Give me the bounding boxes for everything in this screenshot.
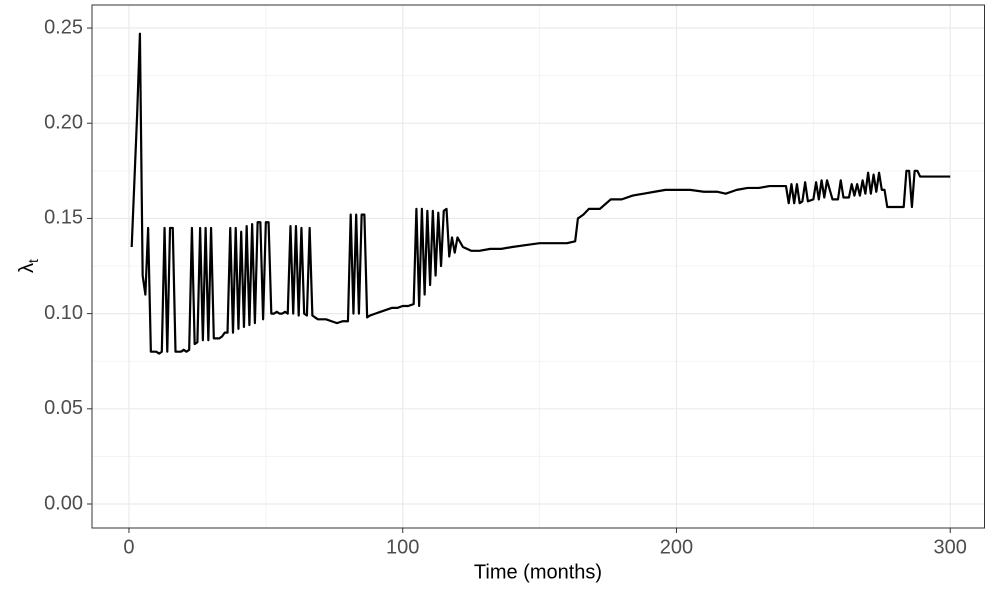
x-tick-label: 100 <box>386 536 419 558</box>
y-tick-label: 0.15 <box>44 207 83 229</box>
y-tick-label: 0.10 <box>44 302 83 324</box>
data-line <box>130 32 951 355</box>
y-tick-label: 0.20 <box>44 112 83 134</box>
y-tick-label: 0.05 <box>44 397 83 419</box>
x-tick-label: 300 <box>934 536 967 558</box>
x-tick-label: 0 <box>123 536 134 558</box>
x-axis-title: Time (months) <box>474 561 602 583</box>
x-tick-label: 200 <box>660 536 693 558</box>
y-tick-label: 0.25 <box>44 16 83 38</box>
y-axis-title-subscript: t <box>25 259 41 263</box>
y-axis-title-main: λ <box>16 263 38 273</box>
y-axis-title: λt <box>16 259 40 273</box>
y-tick-label: 0.00 <box>44 492 83 514</box>
